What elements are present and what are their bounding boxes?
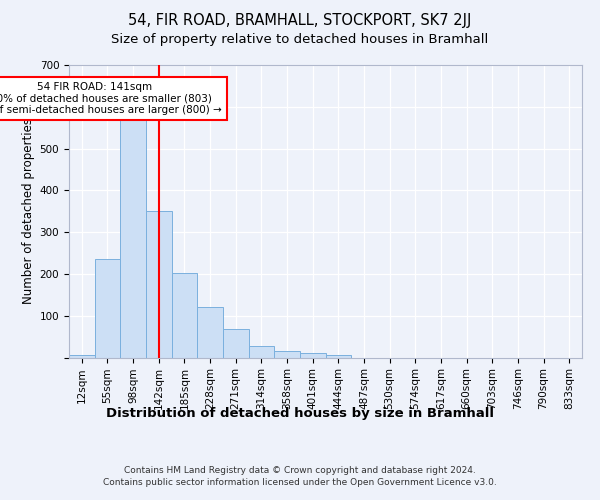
- Y-axis label: Number of detached properties: Number of detached properties: [22, 118, 35, 304]
- Text: 54, FIR ROAD, BRAMHALL, STOCKPORT, SK7 2JJ: 54, FIR ROAD, BRAMHALL, STOCKPORT, SK7 2…: [128, 12, 472, 28]
- Text: 54 FIR ROAD: 141sqm
← 50% of detached houses are smaller (803)
50% of semi-detac: 54 FIR ROAD: 141sqm ← 50% of detached ho…: [0, 82, 222, 115]
- Bar: [69, 356, 95, 358]
- Bar: [121, 111, 146, 358]
- Bar: [146, 211, 172, 358]
- Text: Contains HM Land Registry data © Crown copyright and database right 2024.: Contains HM Land Registry data © Crown c…: [124, 466, 476, 475]
- Bar: [274, 351, 300, 358]
- Bar: [223, 329, 248, 358]
- Bar: [95, 260, 121, 358]
- Bar: [197, 308, 223, 358]
- Bar: [300, 354, 325, 358]
- Text: Contains public sector information licensed under the Open Government Licence v3: Contains public sector information licen…: [103, 478, 497, 487]
- Bar: [248, 346, 274, 358]
- Text: Distribution of detached houses by size in Bramhall: Distribution of detached houses by size …: [106, 408, 494, 420]
- Bar: [325, 356, 351, 358]
- Bar: [172, 272, 197, 358]
- Text: Size of property relative to detached houses in Bramhall: Size of property relative to detached ho…: [112, 32, 488, 46]
